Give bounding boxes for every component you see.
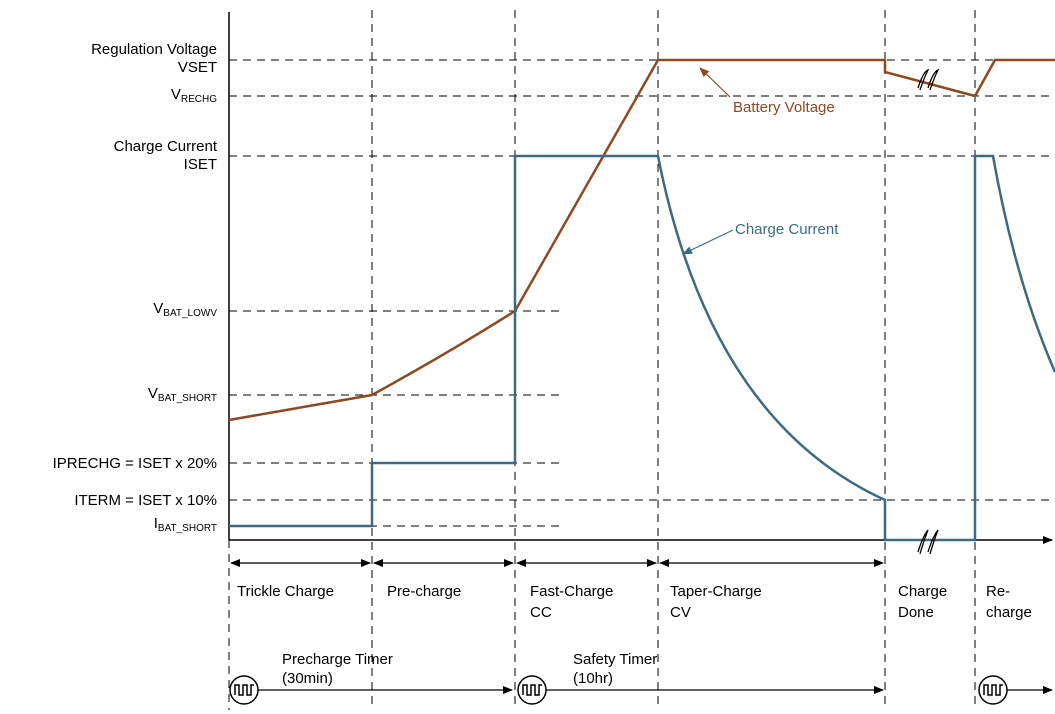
time-break-symbol-top — [917, 68, 940, 91]
charge-current-curve — [229, 154, 1055, 542]
battery-voltage-pointer — [699, 67, 731, 98]
phase-taper-charge-cv: CV — [670, 604, 691, 621]
vrechg-label: VRECHG — [171, 86, 217, 105]
safety-timer-label: Safety Timer — [573, 651, 657, 668]
charge-current-pointer — [682, 229, 734, 255]
phase-fast-charge-cc: CC — [530, 604, 552, 621]
iterm-label: ITERM = ISET x 10% — [74, 492, 217, 509]
vset-label: VSET — [178, 59, 217, 76]
phase-divider-lines — [228, 10, 976, 710]
phase-charge-done-2: Done — [898, 604, 934, 621]
battery-voltage-label: Battery Voltage — [733, 99, 835, 116]
level-lines — [229, 59, 1055, 527]
time-break-symbol-axis — [917, 529, 939, 555]
ibat-short-label: IBAT_SHORT — [154, 515, 217, 534]
phase-fast-charge: Fast-Charge — [530, 583, 613, 600]
vbat-lowv-label: VBAT_LOWV — [153, 300, 217, 319]
charge-current-axis-label: Charge Current — [114, 138, 218, 155]
vbat-short-label: VBAT_SHORT — [148, 385, 217, 404]
recharge-timer-icon — [978, 675, 1008, 705]
phase-pre-charge: Pre-charge — [387, 583, 461, 600]
phase-taper-charge: Taper-Charge — [670, 583, 762, 600]
phase-recharge: Re- — [986, 583, 1010, 600]
battery-voltage-decay — [883, 58, 1055, 98]
precharge-timer-icon — [229, 675, 259, 705]
precharge-timer-label: Precharge Timer — [282, 651, 393, 668]
regulation-voltage-label: Regulation Voltage — [91, 41, 217, 58]
phase-recharge-2: charge — [986, 604, 1032, 621]
precharge-timer-duration: (30min) — [282, 670, 333, 687]
phase-trickle-charge: Trickle Charge — [237, 583, 334, 600]
charge-current-label: Charge Current — [735, 221, 839, 238]
safety-timer-duration: (10hr) — [573, 670, 613, 687]
phase-charge-done: Charge — [898, 583, 947, 600]
safety-timer-icon — [517, 675, 547, 705]
iprechg-label: IPRECHG = ISET x 20% — [53, 455, 217, 472]
iset-label: ISET — [184, 156, 217, 173]
